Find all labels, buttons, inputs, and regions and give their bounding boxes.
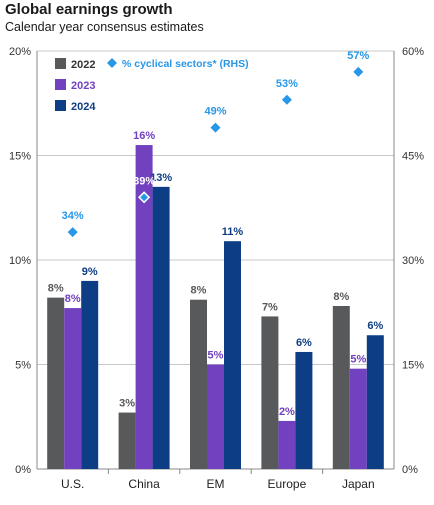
bar-2024 <box>81 280 99 469</box>
bar-label-2024: 9% <box>82 266 98 278</box>
bar-label-2024: 6% <box>296 337 312 349</box>
cyclical-label: 49% <box>204 106 226 118</box>
bar-2024 <box>366 335 384 469</box>
cyclical-diamond-marker <box>67 227 78 238</box>
bar-label-2022: 7% <box>262 301 278 313</box>
bar-label-2022: 8% <box>333 291 349 303</box>
cyclical-label: 39% <box>133 175 155 187</box>
y-left-tick-label: 10% <box>9 255 31 267</box>
bar-label-2022: 8% <box>48 283 64 295</box>
x-tick-label: Europe <box>268 477 307 491</box>
legend-label-cyclical: % cyclical sectors* (RHS) <box>122 58 249 70</box>
bar-label-2023: 5% <box>350 354 366 366</box>
bar-label-2023: 2% <box>279 406 295 418</box>
x-tick-label: Japan <box>342 477 375 491</box>
bar-2023 <box>207 364 224 469</box>
cyclical-diamond-marker <box>353 66 364 77</box>
legend-swatch-2024 <box>55 100 66 111</box>
y-left-tick-label: 15% <box>9 151 31 163</box>
bar-2022 <box>261 316 279 469</box>
y-right-tick-label: 60% <box>402 46 424 58</box>
y-right-tick-label: 0% <box>402 464 418 476</box>
cyclical-label: 53% <box>276 78 298 90</box>
bar-2024 <box>152 186 170 469</box>
bar-label-2024: 13% <box>150 172 172 184</box>
bar-label-2024: 6% <box>367 320 383 332</box>
bar-label-2023: 16% <box>133 130 155 142</box>
y-right-tick-label: 15% <box>402 360 424 372</box>
bar-2022 <box>118 412 136 469</box>
bar-label-2023: 8% <box>65 293 81 305</box>
bar-2022 <box>190 299 207 469</box>
bar-2022 <box>332 305 350 469</box>
bar-2023 <box>278 420 296 469</box>
bar-label-2022: 3% <box>119 398 135 410</box>
x-tick-label: EM <box>207 477 225 491</box>
cyclical-label: 57% <box>347 50 369 62</box>
bar-2022 <box>47 297 65 469</box>
y-right-tick-label: 45% <box>402 151 424 163</box>
chart-title: Global earnings growth <box>5 1 173 18</box>
bar-label-2024: 11% <box>222 226 244 238</box>
bar-label-2023: 5% <box>208 350 224 362</box>
legend-diamond-icon <box>107 58 117 68</box>
bar-2023 <box>349 368 367 469</box>
cyclical-diamond-marker <box>281 94 292 105</box>
y-left-tick-label: 20% <box>9 46 31 58</box>
bar-2024 <box>224 241 241 469</box>
bar-2023 <box>64 308 82 469</box>
legend-label-2022: 2022 <box>71 59 95 71</box>
cyclical-diamond-marker <box>138 191 151 204</box>
chart-subtitle: Calendar year consensus estimates <box>5 20 204 34</box>
cyclical-diamond-marker <box>210 122 221 133</box>
bar-label-2022: 8% <box>191 285 207 297</box>
y-left-tick-label: 5% <box>15 360 31 372</box>
legend-label-2024: 2024 <box>71 101 96 113</box>
legend-swatch-2023 <box>55 79 66 90</box>
bar-2024 <box>295 351 313 469</box>
x-tick-label: U.S. <box>61 477 84 491</box>
y-right-tick-label: 30% <box>402 255 424 267</box>
y-left-tick-label: 0% <box>15 464 31 476</box>
legend-label-2023: 2023 <box>71 80 95 92</box>
cyclical-label: 34% <box>62 210 84 222</box>
x-tick-label: China <box>128 477 160 491</box>
legend-swatch-2022 <box>55 58 66 69</box>
bar-2023 <box>135 145 153 470</box>
